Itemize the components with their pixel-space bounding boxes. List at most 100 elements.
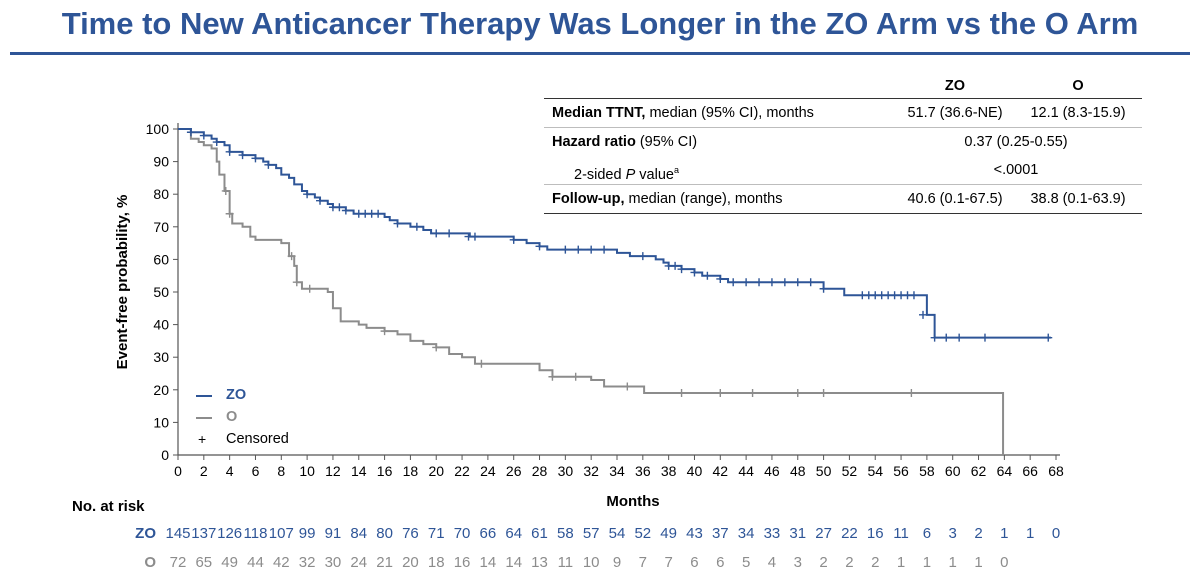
censor-mark-zo — [374, 209, 383, 218]
risk-count-zo: 31 — [789, 525, 806, 542]
censor-mark-zo — [341, 206, 350, 215]
risk-count-o: 72 — [170, 554, 187, 571]
censor-mark-o — [819, 389, 828, 398]
y-tick-label: 80 — [153, 186, 169, 202]
risk-count-o: 2 — [819, 554, 827, 571]
x-tick-label: 54 — [867, 463, 883, 479]
censor-mark-zo — [671, 261, 680, 270]
risk-count-zo: 27 — [815, 525, 832, 542]
risk-count-zo: 57 — [583, 525, 600, 542]
censor-mark-zo — [574, 245, 583, 254]
censor-mark-o — [305, 284, 314, 293]
x-tick-label: 40 — [687, 463, 703, 479]
risk-count-o: 32 — [299, 554, 316, 571]
x-tick-label: 8 — [277, 463, 285, 479]
risk-count-o: 1 — [974, 554, 982, 571]
median-o-value: 12.1 (8.3-15.9) — [1030, 105, 1126, 121]
legend-label-o: O — [226, 409, 238, 425]
risk-count-o: 1 — [897, 554, 905, 571]
risk-table-title: No. at risk — [72, 498, 145, 515]
x-tick-label: 68 — [1048, 463, 1064, 479]
median-zo-value: 51.7 (36.6-NE) — [907, 105, 1003, 121]
follow-up-o-value: 38.8 (0.1-63.9) — [1030, 191, 1126, 207]
x-tick-label: 12 — [325, 463, 341, 479]
series-o — [178, 128, 1005, 455]
y-tick-label: 70 — [153, 219, 169, 235]
risk-count-o: 18 — [428, 554, 445, 571]
y-tick-label: 60 — [153, 251, 169, 267]
risk-count-zo: 80 — [376, 525, 393, 542]
censor-mark-o — [292, 278, 301, 287]
risk-count-zo: 1 — [1000, 525, 1008, 542]
risk-count-zo: 52 — [634, 525, 651, 542]
risk-count-zo: 3 — [949, 525, 957, 542]
censor-mark-zo — [535, 242, 544, 251]
row-p-value: 2-sided P valuea <.0001 — [544, 156, 1142, 184]
risk-count-zo: 64 — [505, 525, 522, 542]
censor-mark-zo — [445, 229, 454, 238]
censor-mark-o — [623, 382, 632, 391]
censor-mark-o — [548, 372, 557, 381]
x-tick-label: 44 — [738, 463, 754, 479]
censor-mark-zo — [793, 278, 802, 287]
stats-table-header: ZO O — [544, 76, 1142, 99]
x-axis-label: Months — [606, 493, 659, 510]
row-label: 2-sided — [574, 166, 626, 183]
x-tick-label: 0 — [174, 463, 182, 479]
legend-item-zo: ZO — [196, 384, 289, 406]
x-tick-label: 50 — [816, 463, 832, 479]
x-tick-label: 38 — [661, 463, 677, 479]
x-tick-label: 28 — [532, 463, 548, 479]
censor-mark-zo — [930, 333, 939, 342]
col-header-o: O — [1072, 78, 1084, 94]
risk-count-o: 49 — [221, 554, 238, 571]
censor-mark-zo — [587, 245, 596, 254]
risk-count-o: 4 — [768, 554, 776, 571]
risk-count-o: 10 — [583, 554, 600, 571]
censor-mark-zo — [909, 291, 918, 300]
risk-count-o: 65 — [195, 554, 212, 571]
x-tick-label: 60 — [945, 463, 961, 479]
x-tick-label: 48 — [790, 463, 806, 479]
censored-plus-icon: + — [198, 431, 207, 447]
risk-count-o: 2 — [871, 554, 879, 571]
censor-mark-o — [287, 252, 296, 261]
row-label-bold: Follow-up, — [552, 191, 625, 207]
stats-table: ZO O Median TTNT, median (95% CI), month… — [544, 76, 1142, 214]
row-median-ttnt: Median TTNT, median (95% CI), months 51.… — [544, 99, 1142, 128]
risk-count-o: 9 — [613, 554, 621, 571]
risk-count-zo: 0 — [1052, 525, 1060, 542]
censor-mark-zo — [186, 128, 195, 137]
censor-mark-zo — [432, 229, 441, 238]
p-value: <.0001 — [993, 162, 1039, 178]
censor-mark-zo — [742, 278, 751, 287]
risk-count-zo: 66 — [480, 525, 497, 542]
risk-count-zo: 54 — [609, 525, 626, 542]
legend-item-o: O — [196, 406, 289, 428]
censor-mark-o — [571, 372, 580, 381]
row-label: (95% CI) — [635, 134, 698, 150]
row-label-bold: Median TTNT, — [552, 105, 646, 121]
censor-mark-zo — [729, 278, 738, 287]
censor-mark-zo — [251, 154, 260, 163]
censor-mark-o — [477, 359, 486, 368]
x-tick-label: 4 — [226, 463, 234, 479]
censor-mark-o — [677, 389, 686, 398]
censor-mark-zo — [716, 274, 725, 283]
risk-count-o: 20 — [402, 554, 419, 571]
legend-label-censored: Censored — [226, 431, 289, 447]
risk-count-zo: 6 — [923, 525, 931, 542]
x-tick-label: 62 — [971, 463, 987, 479]
risk-count-o: 44 — [247, 554, 264, 571]
risk-count-zo: 33 — [764, 525, 781, 542]
risk-count-zo: 16 — [867, 525, 884, 542]
x-tick-label: 30 — [558, 463, 574, 479]
censor-mark-zo — [806, 278, 815, 287]
x-tick-label: 46 — [764, 463, 780, 479]
censor-mark-o — [716, 389, 725, 398]
risk-row-label-o: O — [144, 554, 156, 571]
title-divider — [10, 52, 1190, 55]
risk-count-zo: 145 — [165, 525, 190, 542]
row-label-bold: Hazard ratio — [552, 134, 636, 150]
